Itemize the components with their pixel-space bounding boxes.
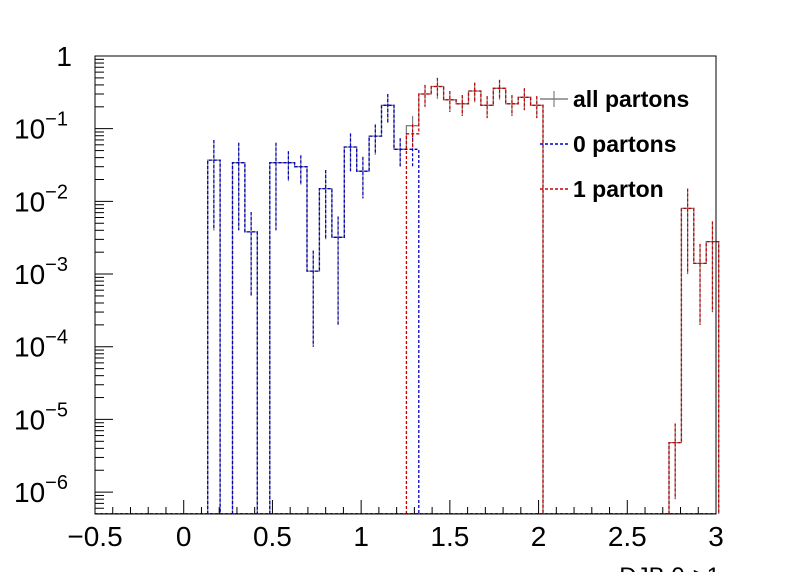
ticks-layer <box>94 55 717 515</box>
x-tick-label: 2.5 <box>608 521 647 552</box>
series-0-partons <box>95 94 716 514</box>
x-axis-title: DJB 0->1 <box>619 563 720 572</box>
x-tick-label: 2 <box>531 521 547 552</box>
legend-label: 0 partons <box>573 131 677 157</box>
y-tick-label: 10−4 <box>14 327 68 363</box>
x-tick-label: −0.5 <box>67 521 122 552</box>
y-tick-labels: 10−6 10−5 10−4 10−3 10−2 10−1 1 <box>14 41 72 508</box>
x-tick-label: 0 <box>176 521 192 552</box>
legend-entry: 0 partons <box>540 131 677 157</box>
y-tick-label: 10−3 <box>14 254 68 290</box>
x-tick-label: 1 <box>353 521 369 552</box>
plot-frame <box>94 55 717 515</box>
y-tick-label: 10−2 <box>14 181 68 217</box>
legend-label: 1 parton <box>573 176 664 202</box>
legend-label: all partons <box>573 86 689 112</box>
legend-entry: 1 parton <box>540 176 664 202</box>
y-tick-label: 10−1 <box>14 109 68 145</box>
x-tick-label: 3 <box>708 521 724 552</box>
y-tick-label: 10−5 <box>14 399 68 435</box>
x-tick-label: 1.5 <box>430 521 469 552</box>
y-tick-label: 1 <box>56 41 72 72</box>
x-tick-label: 0.5 <box>253 521 292 552</box>
legend-entry: all partons <box>540 86 689 112</box>
x-tick-labels: −0.5 0 0.5 1 1.5 2 2.5 3 <box>67 521 723 552</box>
legend: all partons 0 partons 1 parton <box>540 86 689 202</box>
y-tick-label: 10−6 <box>14 472 68 508</box>
